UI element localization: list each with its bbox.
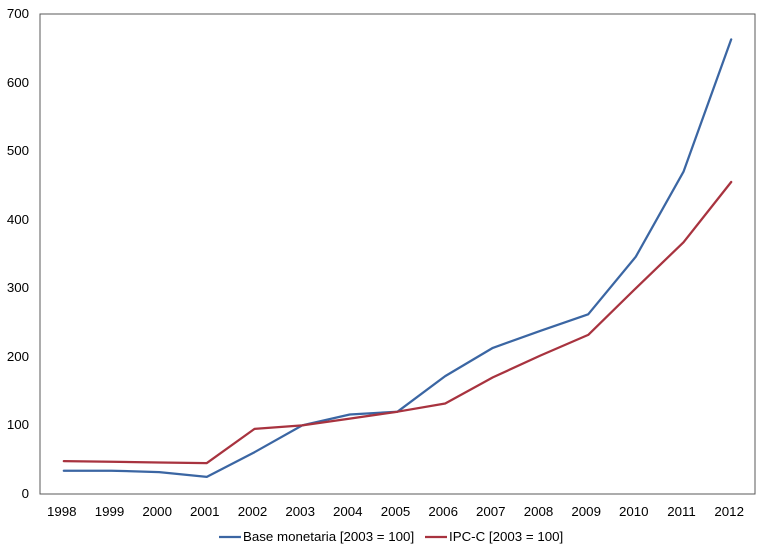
svg-text:2008: 2008	[524, 504, 554, 519]
svg-text:400: 400	[7, 212, 29, 227]
svg-text:2010: 2010	[619, 504, 649, 519]
svg-text:2009: 2009	[571, 504, 601, 519]
svg-text:2003: 2003	[285, 504, 315, 519]
svg-text:Base monetaria [2003 = 100]: Base monetaria [2003 = 100]	[243, 529, 414, 544]
svg-text:1999: 1999	[95, 504, 125, 519]
svg-text:2004: 2004	[333, 504, 363, 519]
svg-text:2007: 2007	[476, 504, 506, 519]
svg-text:200: 200	[7, 349, 29, 364]
svg-text:IPC-C [2003 = 100]: IPC-C [2003 = 100]	[449, 529, 563, 544]
svg-text:300: 300	[7, 280, 29, 295]
svg-text:700: 700	[7, 6, 29, 21]
svg-text:2005: 2005	[381, 504, 411, 519]
svg-text:600: 600	[7, 75, 29, 90]
svg-text:2006: 2006	[428, 504, 458, 519]
svg-text:1998: 1998	[47, 504, 77, 519]
svg-text:500: 500	[7, 143, 29, 158]
svg-text:2002: 2002	[238, 504, 268, 519]
svg-text:2000: 2000	[142, 504, 172, 519]
svg-text:0: 0	[22, 486, 29, 501]
svg-text:2001: 2001	[190, 504, 220, 519]
svg-text:2012: 2012	[714, 504, 744, 519]
svg-text:2011: 2011	[667, 504, 696, 519]
svg-text:100: 100	[7, 417, 29, 432]
